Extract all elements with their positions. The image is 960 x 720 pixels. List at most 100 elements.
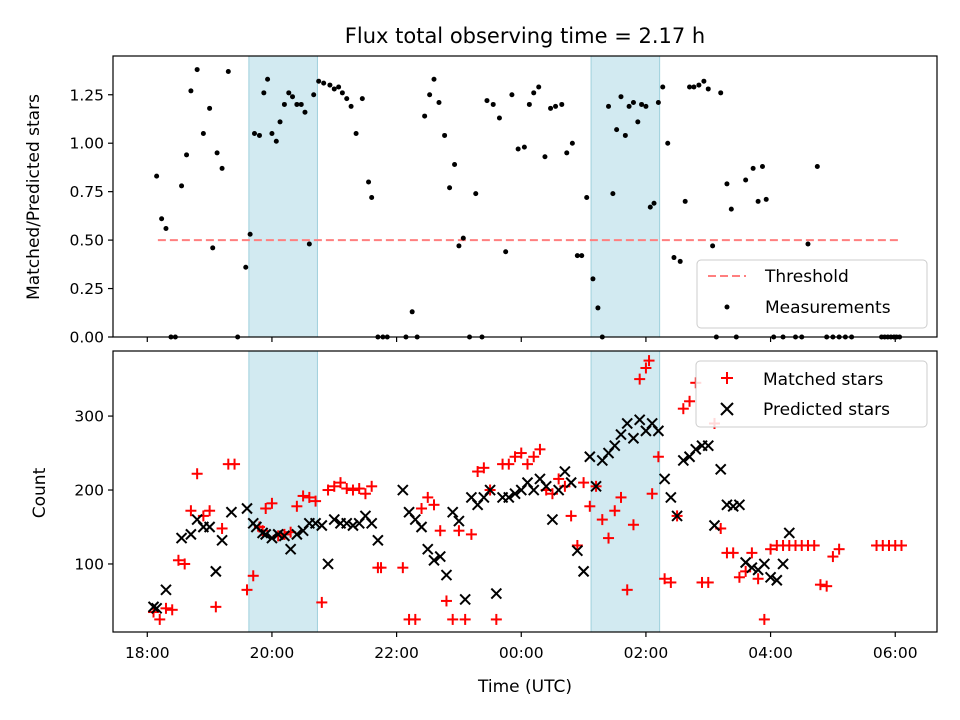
measurement-point (750, 165, 756, 171)
measurement-point (701, 78, 707, 84)
matched-star-point (490, 613, 502, 625)
measurement-point (348, 103, 354, 109)
matched-star-point (702, 576, 714, 588)
measurement-point (163, 225, 169, 231)
measurement-point (696, 82, 702, 88)
measurement-point (247, 231, 253, 237)
measurement-point (188, 88, 194, 94)
predicted-star-point (291, 528, 303, 541)
measurement-point (336, 84, 342, 90)
top-ytick-label: 0.50 (69, 232, 104, 250)
matched-star-point (409, 613, 421, 625)
measurement-point (610, 191, 616, 197)
bottom-legend: Matched stars Predicted stars (695, 360, 928, 428)
predicted-star-point (372, 534, 384, 547)
predicted-star-point (316, 519, 328, 532)
measurement-point (805, 241, 811, 247)
predicted-star-point (322, 558, 334, 570)
matched-star-point (808, 539, 820, 551)
bottom-xtick-label: 22:00 (374, 644, 419, 662)
measurement-point (353, 131, 359, 137)
predicted-star-point (546, 513, 559, 526)
measurement-point (614, 127, 620, 133)
predicted-star-point (216, 534, 228, 547)
measurement-point (579, 253, 585, 259)
matched-star-point (216, 522, 228, 534)
matched-star-point (447, 613, 459, 625)
matched-star-point (596, 514, 608, 526)
top-ytick-label: 1.25 (69, 86, 104, 104)
predicted-star-point (484, 484, 496, 496)
measurement-point (677, 258, 683, 264)
predicted-star-point (584, 451, 596, 463)
legend-predicted-label: Predicted stars (763, 400, 890, 420)
measurement-point (705, 86, 711, 92)
matched-star-point (684, 395, 696, 407)
chart-title: Flux total observing time = 2.17 h (345, 24, 705, 48)
predicted-star-point (528, 484, 540, 496)
measurement-point (564, 150, 570, 156)
matched-star-point (204, 505, 216, 517)
predicted-star-point (577, 565, 590, 578)
matched-star-point (895, 539, 907, 551)
matched-star-point (160, 602, 172, 614)
predicted-star-point (590, 480, 602, 493)
matched-star-point (472, 466, 484, 478)
predicted-star-point (341, 517, 353, 530)
matched-star-point (247, 570, 259, 582)
bottom-y-axis-label: Count (30, 467, 50, 518)
matched-star-point (297, 490, 309, 502)
measurement-point (251, 131, 257, 137)
predicted-star-point (552, 484, 565, 496)
predicted-star-point (783, 527, 795, 539)
matched-star-point (465, 528, 477, 540)
measurement-point (484, 98, 490, 104)
matched-star-point (416, 503, 428, 515)
measurement-point (503, 249, 509, 255)
predicted-stars-points (147, 414, 795, 615)
matched-star-point (677, 403, 689, 415)
bottom-xtick-label: 02:00 (624, 644, 669, 662)
top-y-ticks: 0.00 0.25 0.50 0.75 1.00 1.25 (69, 86, 113, 347)
matched-star-point (534, 443, 546, 455)
predicted-star-point (150, 602, 163, 615)
matched-star-point (765, 543, 777, 555)
measurement-point (321, 80, 327, 86)
measurement-point (159, 216, 165, 222)
legend-matched-label: Matched stars (763, 370, 883, 390)
matched-star-point (440, 595, 452, 607)
predicted-star-point (652, 425, 665, 437)
bottom-ytick-label: 200 (74, 482, 104, 500)
measurement-point (194, 67, 200, 73)
predicted-star-point (665, 491, 677, 504)
measurement-point (814, 163, 820, 169)
predicted-star-point (446, 506, 459, 518)
measurement-point (496, 115, 502, 121)
matched-star-point (185, 505, 197, 517)
predicted-star-point (658, 473, 671, 485)
top-subplot: 0.00 0.25 0.50 0.75 1.00 1.25 Matched/Predict… (24, 55, 938, 347)
measurement-point (759, 163, 765, 169)
predicted-star-point (422, 543, 434, 555)
measurement-point (290, 94, 296, 100)
measurements-points (154, 67, 903, 340)
predicted-star-point (559, 465, 571, 478)
shaded-interval-0 (248, 350, 318, 633)
measurement-point (531, 90, 537, 96)
matched-star-point (515, 447, 527, 459)
measurement-point (606, 103, 612, 109)
legend-measurements-label: Measurements (765, 298, 891, 318)
top-ytick-label: 0.75 (69, 183, 104, 201)
measurement-point (618, 94, 624, 100)
predicted-star-point (490, 587, 503, 600)
measurement-point (431, 76, 437, 82)
matched-star-point (578, 477, 590, 489)
predicted-star-point (397, 484, 409, 496)
predicted-star-point (571, 544, 584, 557)
bottom-subplot: 100 200 300 18:00 20:00 22:00 00:00 02:00 04:00… (30, 350, 938, 697)
measurement-point (521, 144, 527, 150)
measurement-point (743, 177, 749, 183)
matched-star-point (584, 500, 596, 512)
matched-star-point (752, 573, 764, 585)
